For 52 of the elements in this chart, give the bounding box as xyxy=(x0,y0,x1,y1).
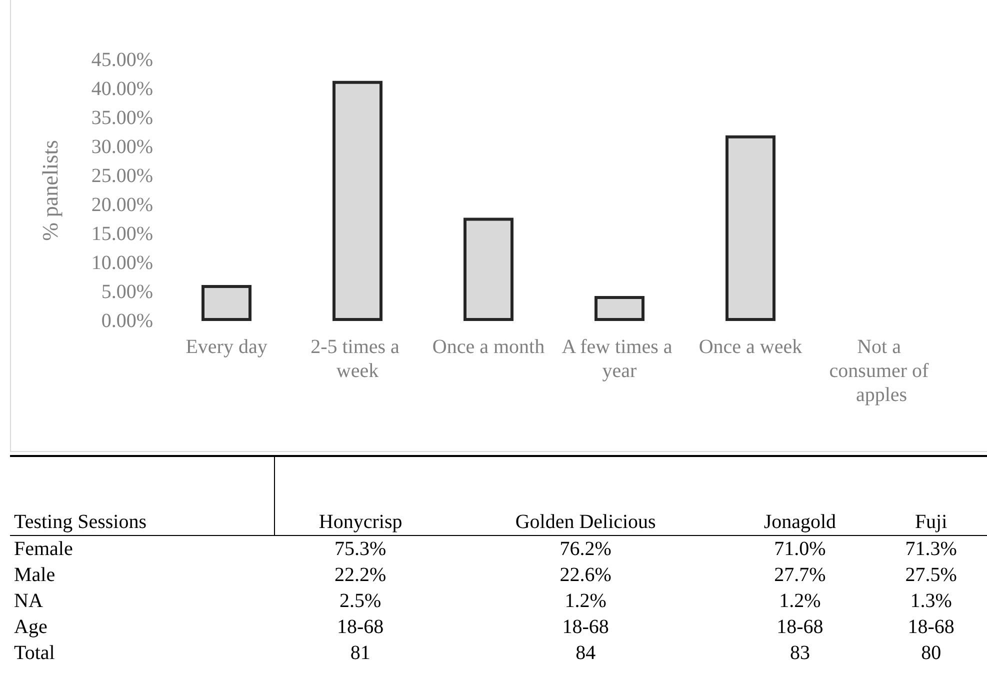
y-axis-title: % panelists xyxy=(38,140,62,241)
x-tick-label: Not a consumer of apples xyxy=(829,336,934,406)
text: Female xyxy=(13,537,74,562)
text: 18-68 xyxy=(336,615,385,640)
x-tick-label: A few times a year xyxy=(562,336,678,382)
text: 76.2% xyxy=(558,537,612,562)
text: 83 xyxy=(788,641,811,666)
text: 22.2% xyxy=(334,563,388,588)
y-tick-label: 45.00% xyxy=(91,49,153,71)
x-tick-label: Once a week xyxy=(698,336,802,358)
text: 1.2% xyxy=(778,589,822,614)
text: 27.5% xyxy=(904,563,958,588)
text: 2.5% xyxy=(338,589,382,614)
text: 71.0% xyxy=(773,537,827,562)
text: Fuji xyxy=(875,456,987,536)
text: Male xyxy=(13,563,56,588)
text: Honycrisp xyxy=(274,456,446,536)
y-tick-label: 20.00% xyxy=(91,194,153,216)
bar xyxy=(594,296,644,321)
text: 27.7% xyxy=(773,563,827,588)
text: Golden Delicious xyxy=(446,456,725,536)
bar xyxy=(202,285,252,321)
y-tick-label: 25.00% xyxy=(91,165,153,187)
bar xyxy=(726,135,776,321)
text: 22.6% xyxy=(558,563,612,588)
text: 80 xyxy=(920,641,942,666)
text: 18-68 xyxy=(776,615,824,640)
text: NA xyxy=(13,589,44,614)
bar xyxy=(332,80,382,321)
y-tick-label: 40.00% xyxy=(91,78,153,100)
y-tick-label: 35.00% xyxy=(91,107,153,129)
y-tick-label: 5.00% xyxy=(101,281,153,303)
text: 71.3% xyxy=(904,537,958,562)
y-tick-label: 10.00% xyxy=(91,252,153,274)
text: Age xyxy=(13,615,48,640)
text: 1.2% xyxy=(564,589,608,614)
text: Jonagold xyxy=(724,456,876,536)
y-tick-label: 30.00% xyxy=(91,136,153,158)
x-tick-label: Every day xyxy=(186,336,268,358)
text: 84 xyxy=(574,641,597,666)
y-tick-label: 0.00% xyxy=(101,310,153,332)
text: 18-68 xyxy=(906,615,956,640)
text: 81 xyxy=(349,641,372,666)
x-tick-label: 2-5 times a week xyxy=(310,336,404,382)
text: Total xyxy=(13,641,56,666)
text: 18-68 xyxy=(561,615,610,640)
text: 75.3% xyxy=(334,537,388,562)
y-tick-label: 15.00% xyxy=(91,223,153,245)
text: Testing Sessions xyxy=(10,456,274,536)
x-tick-label: Once a month xyxy=(432,336,545,358)
text: 1.3% xyxy=(909,589,953,614)
bar xyxy=(464,218,514,321)
